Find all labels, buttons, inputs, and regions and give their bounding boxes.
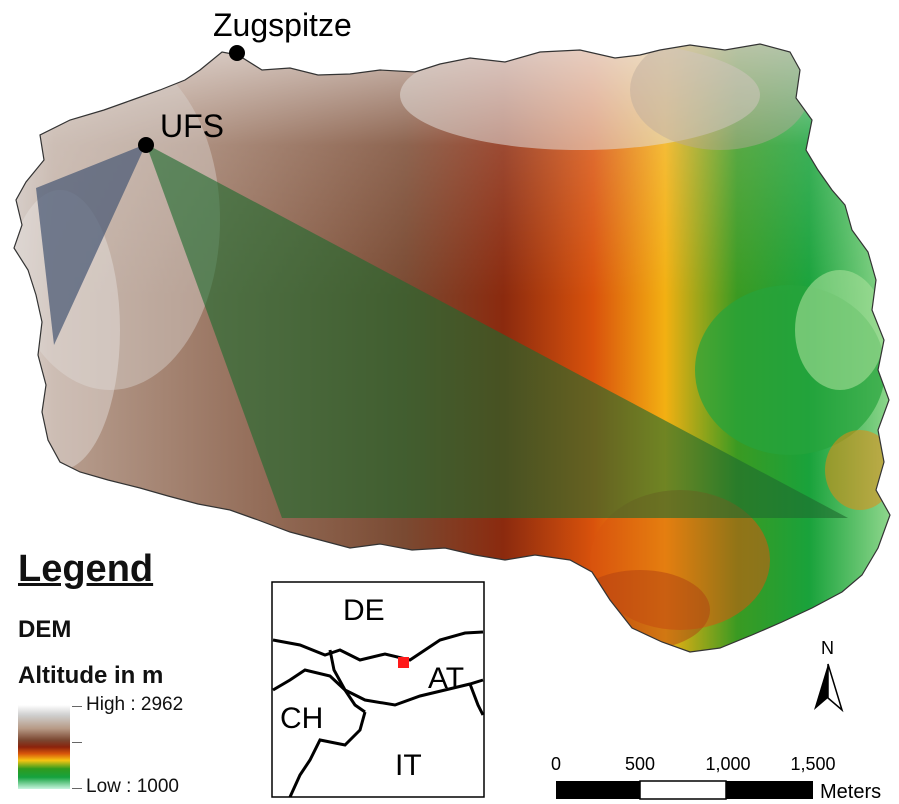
zugspitze-label: Zugspitze — [213, 7, 352, 43]
legend-title: Legend — [18, 548, 154, 590]
scale-unit: Meters — [820, 781, 881, 803]
viewshed-grey — [36, 144, 146, 345]
legend-low-label: Low : 1000 — [86, 776, 179, 797]
border-it — [288, 711, 367, 798]
scale-tick-1500: 1,500 — [790, 754, 835, 774]
study-area-marker — [398, 657, 409, 668]
border-de — [272, 630, 484, 662]
scale-tick-0: 0 — [551, 754, 561, 774]
zugspitze-marker[interactable] — [229, 45, 245, 61]
legend-layer-name: DEM — [18, 616, 72, 643]
scale-bar: 0 500 1,000 1,500 Meters — [551, 754, 881, 803]
ramp-tick-low — [72, 788, 82, 789]
ufs-marker[interactable] — [138, 137, 154, 153]
ufs-label: UFS — [160, 108, 224, 144]
legend-color-ramp — [18, 705, 70, 789]
border-at — [328, 649, 484, 707]
legend-field-name: Altitude in m — [18, 662, 164, 689]
border-ch — [272, 668, 366, 714]
scale-tick-1000: 1,000 — [705, 754, 750, 774]
viewshed-green — [146, 144, 848, 518]
scale-tick-500: 500 — [625, 754, 655, 774]
border-east — [468, 683, 485, 716]
ramp-tick-high — [72, 706, 82, 707]
inset-label-at: AT — [428, 662, 464, 695]
inset-map: DE AT CH IT — [271, 581, 485, 798]
north-label: N — [821, 638, 834, 658]
north-arrow: N — [814, 638, 844, 713]
inset-label-it: IT — [395, 749, 422, 782]
legend-high-label: High : 2962 — [86, 694, 184, 715]
inset-label-ch: CH — [280, 702, 323, 735]
ramp-tick-mid — [72, 742, 82, 743]
legend: Legend DEM Altitude in m High : 2962 Low… — [18, 548, 258, 798]
inset-label-de: DE — [343, 594, 385, 627]
